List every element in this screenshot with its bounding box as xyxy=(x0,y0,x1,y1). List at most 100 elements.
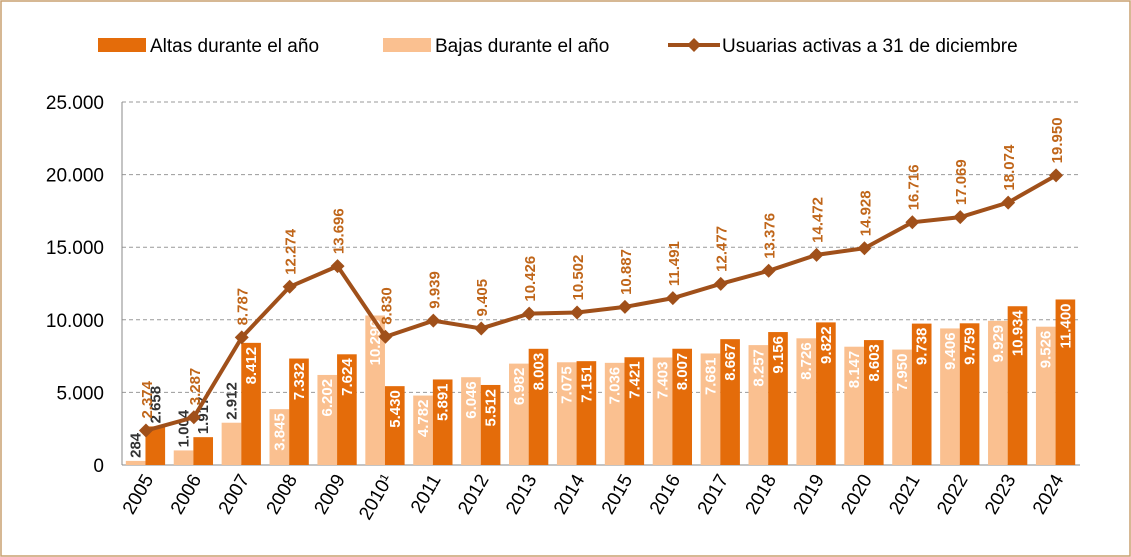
bar xyxy=(432,379,453,465)
data-label: 10.296 xyxy=(367,320,384,366)
x-tick-label: 2024 xyxy=(1029,471,1069,518)
x-tick-label: 2011 xyxy=(407,471,446,517)
data-label: 6.046 xyxy=(463,381,480,419)
bar xyxy=(384,386,405,465)
data-label: 7.151 xyxy=(578,365,595,403)
data-label: 11.400 xyxy=(1057,303,1074,348)
bar xyxy=(1055,299,1076,465)
bar xyxy=(768,332,788,465)
data-label: 17.069 xyxy=(953,159,970,205)
data-label: 7.036 xyxy=(607,367,624,405)
data-label: 5.512 xyxy=(483,389,500,427)
bar xyxy=(796,338,817,465)
data-label: 9.405 xyxy=(474,279,491,317)
data-label: 5.430 xyxy=(387,390,404,428)
data-label: 10.934 xyxy=(1009,310,1026,357)
marker xyxy=(378,329,393,344)
data-label: 13.376 xyxy=(762,213,779,259)
marker xyxy=(905,215,920,230)
data-label: 8.787 xyxy=(235,288,252,326)
marker xyxy=(522,306,537,321)
marker xyxy=(330,259,345,274)
bar xyxy=(317,374,338,465)
data-label: 7.681 xyxy=(702,357,719,395)
bar xyxy=(461,377,481,465)
bar xyxy=(959,323,980,465)
data-label: 8.147 xyxy=(846,351,863,389)
bar xyxy=(748,345,769,465)
bar xyxy=(528,348,549,465)
legend-label: Bajas durante el año xyxy=(435,36,609,57)
data-label: 12.477 xyxy=(714,226,731,272)
legend-swatch xyxy=(98,38,146,52)
x-tick-label: 2008 xyxy=(263,471,302,518)
data-label: 4.782 xyxy=(415,400,432,438)
bar xyxy=(1035,326,1056,465)
data-label: 9.939 xyxy=(426,271,443,309)
data-label: 7.403 xyxy=(655,362,672,400)
bar xyxy=(125,460,146,465)
marker xyxy=(1001,195,1016,210)
data-label: 284 xyxy=(128,432,145,458)
data-label: 12.274 xyxy=(283,228,300,275)
line xyxy=(145,173,1058,433)
legend-swatch xyxy=(687,38,701,52)
bar xyxy=(1007,306,1028,465)
x-tick-label: 2014 xyxy=(550,471,590,518)
marker xyxy=(713,276,728,291)
bar xyxy=(576,361,597,465)
data-label: 16.716 xyxy=(905,164,922,210)
data-label: 6.202 xyxy=(319,379,336,417)
x-tick-label: 2015 xyxy=(598,471,637,518)
legend-label: Usuarias activas a 31 de diciembre xyxy=(722,36,1018,57)
data-label: 2.658 xyxy=(147,386,164,424)
bar xyxy=(988,320,1008,465)
data-label: 2.912 xyxy=(223,382,240,420)
x-tick-label: 2006 xyxy=(167,471,206,518)
marker xyxy=(665,291,680,306)
marker xyxy=(186,410,201,425)
data-label: 3.845 xyxy=(271,413,288,451)
x-tick-label: 2005 xyxy=(119,471,158,518)
x-tick-label: 2009 xyxy=(311,471,350,518)
bar xyxy=(844,346,864,465)
data-label: 5.891 xyxy=(435,383,452,421)
marker xyxy=(426,313,441,328)
data-label: 3.287 xyxy=(187,368,204,406)
bar xyxy=(672,348,693,465)
data-label: 9.526 xyxy=(1038,331,1055,369)
bar xyxy=(480,384,501,465)
data-label: 9.759 xyxy=(962,327,979,365)
data-label: 6.982 xyxy=(511,368,528,406)
data-label: 9.929 xyxy=(990,325,1007,363)
x-tick-label: 2007 xyxy=(215,471,254,518)
x-tick-label: 2016 xyxy=(646,471,685,518)
bar xyxy=(145,426,166,465)
legend-swatch xyxy=(383,38,431,52)
y-tick-label: 25.000 xyxy=(46,93,104,114)
bar xyxy=(413,395,433,465)
bar xyxy=(816,322,836,465)
data-label: 8.667 xyxy=(722,343,739,381)
marker xyxy=(570,305,585,320)
x-tick-label: 2023 xyxy=(981,471,1020,518)
bar xyxy=(173,450,194,465)
data-label: 8.007 xyxy=(674,353,691,391)
y-tick-label: 10.000 xyxy=(46,311,104,332)
bar xyxy=(652,357,673,465)
data-label: 8.830 xyxy=(378,287,395,325)
x-tick-label: 2012 xyxy=(454,471,493,518)
data-label: 18.074 xyxy=(1001,144,1018,191)
marker xyxy=(761,263,776,278)
bar xyxy=(624,357,645,465)
bar xyxy=(911,323,932,465)
bar xyxy=(337,354,357,465)
data-label: 13.696 xyxy=(331,208,348,254)
data-label: 11.491 xyxy=(666,241,683,286)
y-tick-label: 5.000 xyxy=(56,383,104,404)
data-label: 2.374 xyxy=(139,380,156,418)
data-label: 10.502 xyxy=(570,255,587,301)
